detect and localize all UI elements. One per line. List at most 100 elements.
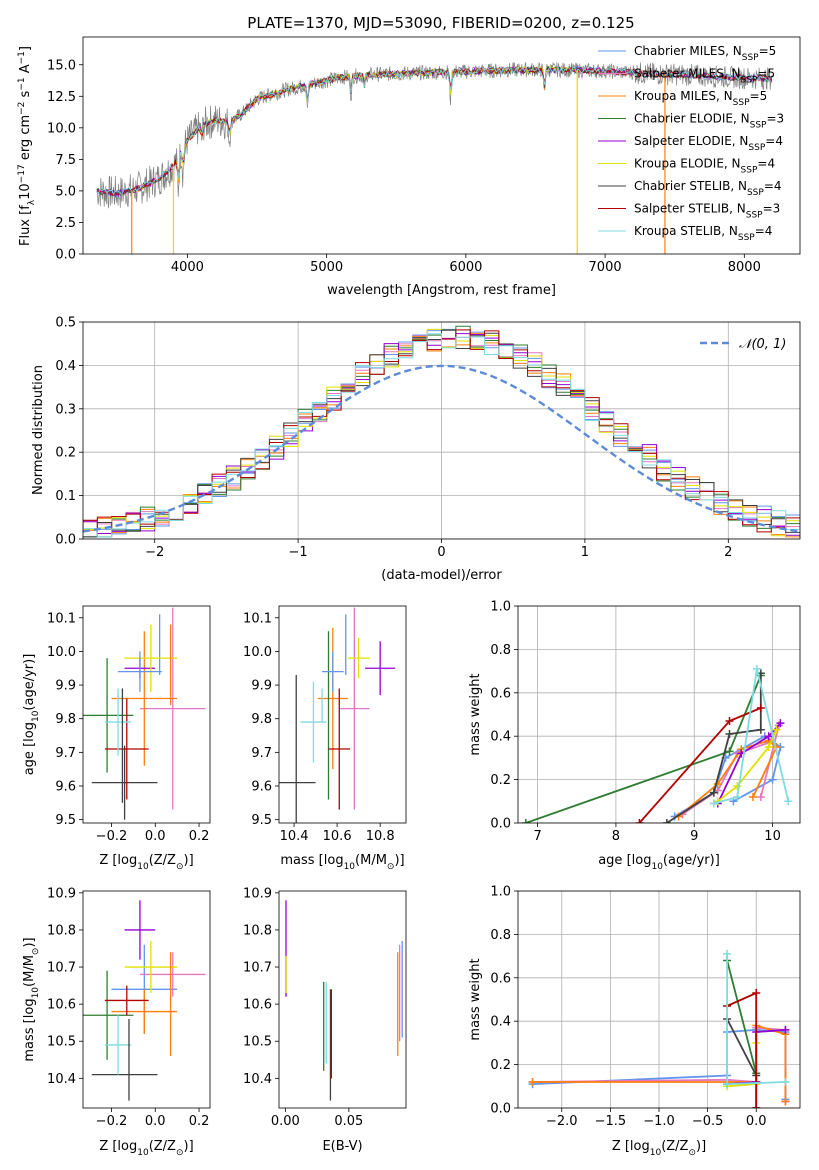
- error-bar-point: [322, 651, 344, 692]
- weight_vs_Z-frame: [517, 890, 801, 1109]
- y-tick-label: 10.1: [47, 611, 76, 626]
- error-bar-point: [104, 985, 149, 1016]
- y-tick-label: 0.4: [490, 730, 511, 745]
- x-tick-label: 0.00: [271, 1114, 300, 1129]
- weight-marker: [725, 717, 734, 726]
- error-bar-point: [111, 989, 178, 1034]
- legend-label: Chabrier STELIB, NSSP=4: [634, 179, 782, 198]
- weight-marker: [709, 788, 718, 797]
- age_vs_Z-frame: [82, 605, 211, 824]
- error-bar-point: [279, 674, 316, 823]
- x-tick-label: −1: [289, 545, 308, 560]
- mass_vs_ebv-panel: 0.00 0.05 10.4 10.5 10.6 10.7 10.8 10.9 E(B-V): [243, 886, 407, 1154]
- legend-label: 𝒩(0, 1): [739, 337, 786, 352]
- y-tick-label: 9.6: [251, 779, 272, 794]
- weight-marker: [725, 747, 734, 756]
- x-tick-label: 6000: [449, 260, 482, 275]
- mass_vs_Z-y-axis-label: mass [log10(M/M⊙)]: [22, 937, 41, 1061]
- weight-marker: [725, 730, 734, 739]
- mass_vs_Z-frame: [82, 890, 211, 1109]
- y-tick-label: 0.1: [55, 489, 76, 504]
- y-tick-label: 0.8: [490, 643, 511, 658]
- weight-marker: [521, 819, 530, 823]
- y-tick-label: 9.7: [251, 746, 272, 761]
- x-tick-label: −1.5: [595, 1114, 627, 1129]
- y-tick-label: 10.5: [243, 1035, 272, 1050]
- weight-marker: [709, 799, 718, 808]
- y-tick-label: 0.6: [490, 686, 511, 701]
- error-bar-point: [124, 624, 178, 692]
- model-spectrum-line: [96, 65, 772, 196]
- y-tick-label: 0.4: [490, 1015, 511, 1030]
- x-tick-label: −0.2: [96, 1114, 128, 1129]
- legend-label: Salpeter MILES, NSSP=5: [634, 67, 775, 86]
- age_vs_mass-panel: 10.4 10.6 10.8 9.5 9.6 9.7 9.8 9.9 10.0 10.1 mass …: [243, 605, 407, 872]
- weight-marker: [723, 949, 732, 958]
- y-tick-label: 10.8: [47, 923, 76, 938]
- legend-label: Chabrier MILES, NSSP=5: [634, 44, 776, 63]
- y-tick-label: 1.0: [490, 600, 511, 615]
- weight-marker: [749, 792, 757, 801]
- x-tick-label: 2: [724, 545, 732, 560]
- weight-marker: [764, 732, 773, 741]
- weight_vs_Z-x-axis-label: Z [log10(Z/Z⊙)]: [612, 1139, 706, 1158]
- error-bar-point: [104, 1015, 132, 1075]
- y-tick-label: 12.5: [47, 90, 76, 105]
- legend-label: Salpeter STELIB, NSSP=3: [634, 202, 780, 221]
- y-tick-label: 10.7: [243, 961, 272, 976]
- weight-marker: [781, 1097, 790, 1106]
- weight-marker: [733, 782, 742, 791]
- x-tick-label: 8000: [728, 260, 761, 275]
- mass_vs_Z-x-axis-label: Z [log10(Z/Z⊙)]: [99, 1139, 193, 1158]
- weight-marker: [781, 1077, 790, 1086]
- y-tick-label: 10.7: [47, 961, 76, 976]
- age_vs_mass-plot-area: [279, 607, 396, 823]
- weight-marker: [772, 725, 781, 734]
- spectrum-frame: [82, 36, 801, 255]
- weight-marker: [528, 1077, 537, 1086]
- legend-label: Salpeter ELODIE, NSSP=4: [634, 134, 783, 153]
- y-tick-label: 0.2: [490, 773, 511, 788]
- age_vs_mass-frame: [278, 605, 407, 824]
- error-bar-point: [347, 637, 370, 679]
- error-bar-point: [83, 658, 134, 773]
- y-tick-label: 0.0: [490, 1102, 511, 1117]
- y-tick-label: 10.9: [47, 886, 76, 901]
- error-bar-point: [365, 641, 396, 696]
- histogram-series: [83, 333, 800, 539]
- x-tick-label: −2: [145, 545, 164, 560]
- age_vs_Z-x-axis-label: Z [log10(Z/Z⊙)]: [99, 853, 193, 872]
- weight_vs_age-x-axis-label: age [log10(age/yr)]: [598, 853, 720, 872]
- y-tick-label: 0.0: [490, 817, 511, 832]
- y-tick-label: 5.0: [55, 184, 76, 199]
- legend-label: Chabrier ELODIE, NSSP=3: [634, 112, 784, 131]
- error-bar-point: [139, 607, 206, 810]
- error-bar-point: [104, 688, 132, 756]
- x-tick-label: 10.6: [323, 829, 352, 844]
- y-tick-label: 10.0: [243, 645, 272, 660]
- x-tick-label: 0.2: [189, 829, 210, 844]
- weight-marker: [723, 1080, 732, 1089]
- mass_vs_ebv-plot-area: [285, 900, 403, 1101]
- x-tick-label: −0.2: [96, 829, 128, 844]
- weight_vs_age-plot-area: [518, 606, 800, 823]
- y-tick-label: 10.6: [47, 998, 76, 1013]
- error-bar-point: [104, 698, 149, 800]
- spectrum-plot-area: [96, 61, 773, 254]
- mass_vs_Z-plot-area: [83, 900, 206, 1101]
- weight-marker: [752, 664, 761, 673]
- weight-marker: [764, 743, 773, 752]
- y-tick-label: 0.0: [55, 533, 76, 548]
- y-tick-label: 9.9: [251, 679, 272, 694]
- x-tick-label: 0.0: [145, 1114, 166, 1129]
- weight_vs_age-panel: 7 8 9 10 0.0 0.2 0.4 0.6 0.8 1.0 age [log10(age/yr…: [468, 600, 801, 872]
- x-tick-label: −0.5: [692, 1114, 724, 1129]
- error-bar-point: [339, 607, 370, 810]
- mass_vs_Z-panel: −0.2 0.0 0.2 10.4 10.5 10.6 10.7 10.8 10.9 Z [log…: [22, 886, 211, 1158]
- y-tick-label: 10.0: [47, 645, 76, 660]
- x-tick-label: 1: [581, 545, 589, 560]
- y-tick-label: 0.0: [55, 248, 76, 263]
- x-tick-label: 10.4: [280, 829, 309, 844]
- weight-marker: [756, 703, 765, 712]
